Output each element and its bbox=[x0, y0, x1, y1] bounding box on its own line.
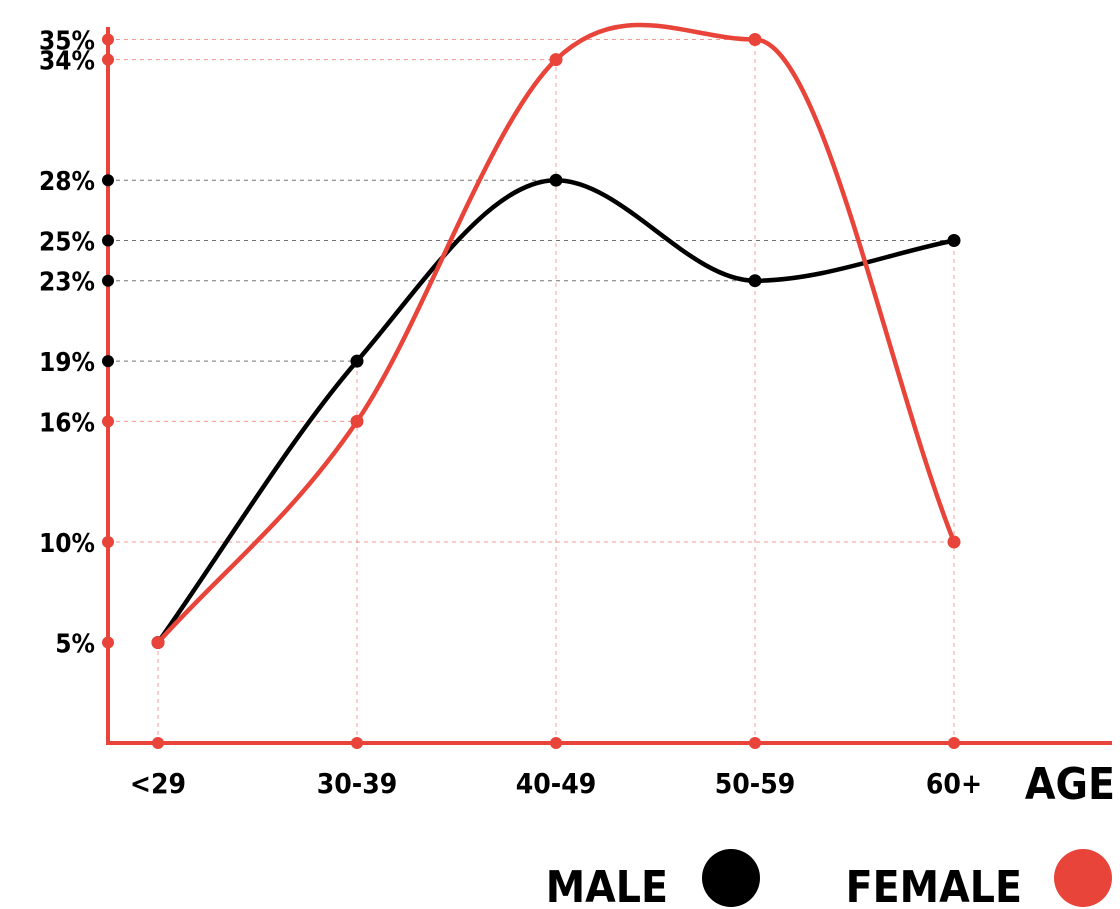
y-axis-marker-35 bbox=[102, 33, 114, 46]
y-tick-label: 16% bbox=[39, 408, 95, 438]
y-axis-marker-25 bbox=[102, 234, 114, 247]
legend: MALE FEMALE bbox=[546, 849, 1112, 909]
data-point-female-2 bbox=[549, 53, 563, 67]
y-tick-label: 5% bbox=[55, 630, 95, 660]
data-point-male-3 bbox=[748, 274, 762, 288]
y-axis-marker-16 bbox=[102, 415, 114, 428]
y-tick-label: 10% bbox=[39, 529, 95, 559]
y-axis-marker-19 bbox=[102, 355, 114, 368]
y-tick-label: 23% bbox=[39, 268, 95, 298]
x-tick-label: 40-49 bbox=[516, 767, 597, 800]
legend-label-female: FEMALE bbox=[846, 862, 1022, 909]
x-tick-labels: <29 30-39 40-49 50-59 60+ bbox=[130, 767, 982, 800]
data-point-male-2 bbox=[549, 173, 563, 187]
data-point-female-0 bbox=[151, 636, 165, 649]
data-point-female-4 bbox=[947, 535, 961, 549]
series-line-male bbox=[155, 177, 957, 645]
y-tick-label: 34% bbox=[39, 47, 95, 77]
axes bbox=[106, 27, 1112, 745]
y-axis-marker-28 bbox=[102, 174, 114, 187]
data-point-male-1 bbox=[350, 354, 364, 368]
y-axis-marker-10 bbox=[102, 536, 114, 548]
y-axis-marker-5 bbox=[102, 636, 114, 649]
x-axis-marker-3 bbox=[749, 737, 761, 749]
x-axis-marker-0 bbox=[152, 737, 164, 749]
x-axis-marker-1 bbox=[351, 737, 363, 749]
x-tick-label: 60+ bbox=[926, 767, 982, 800]
legend-swatch-male bbox=[702, 849, 760, 907]
x-tick-label: 50-59 bbox=[715, 767, 796, 800]
legend-label-male: MALE bbox=[546, 862, 668, 909]
data-points bbox=[102, 33, 961, 749]
y-tick-labels: 35%34% 28% 25% 23% 19% 16% 10% 5% bbox=[39, 27, 95, 660]
y-tick-label: 25% bbox=[39, 228, 95, 258]
data-point-male-4 bbox=[947, 234, 961, 247]
y-axis-marker-23 bbox=[102, 274, 114, 287]
x-tick-label: 30-39 bbox=[317, 767, 398, 800]
x-axis-marker-2 bbox=[550, 737, 562, 749]
y-tick-label: 19% bbox=[39, 348, 95, 378]
x-axis-title: AGE bbox=[1025, 759, 1115, 810]
y-tick-label: 35% bbox=[39, 27, 95, 57]
x-axis-marker-4 bbox=[948, 737, 960, 749]
x-tick-label: <29 bbox=[130, 767, 186, 800]
y-axis-marker-34 bbox=[102, 53, 114, 66]
y-tick-label: 28% bbox=[39, 167, 95, 197]
data-point-female-1 bbox=[350, 414, 364, 428]
data-point-female-3 bbox=[748, 33, 762, 46]
legend-swatch-female bbox=[1054, 849, 1112, 907]
